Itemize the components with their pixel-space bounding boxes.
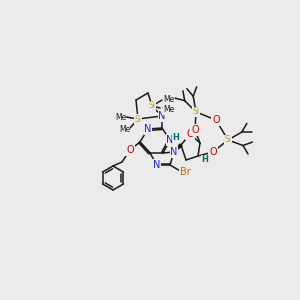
Text: O: O [186,129,194,139]
Text: H: H [172,133,179,142]
Text: N: N [144,124,152,134]
Text: N: N [166,135,174,145]
Text: H: H [202,155,208,164]
Text: N: N [153,160,161,170]
Text: Me: Me [119,124,130,134]
Text: Br: Br [180,167,190,177]
Text: H: H [202,155,208,164]
Text: O: O [191,125,199,135]
Text: ─: ─ [162,104,166,110]
Text: Me: Me [163,94,174,103]
Text: ─: ─ [164,97,168,103]
Text: Br: Br [180,167,190,177]
Text: N: N [170,147,178,157]
Text: Si: Si [134,115,142,124]
Text: Si: Si [193,107,200,116]
Text: Si: Si [148,101,155,110]
Text: N: N [153,160,161,170]
Text: Si: Si [193,107,200,116]
Text: O: O [191,125,199,135]
Text: Si: Si [224,136,232,145]
Text: O: O [126,145,134,155]
Text: Me: Me [163,106,174,115]
Text: O: O [212,115,220,125]
Text: N: N [166,135,174,145]
Text: N: N [158,111,166,121]
Text: N: N [158,111,166,121]
Polygon shape [174,144,182,152]
Text: H: H [172,133,179,142]
Text: O: O [209,147,217,157]
Text: Si: Si [224,136,232,145]
Text: Si: Si [148,101,155,110]
Text: O: O [126,145,134,155]
Text: O: O [186,129,194,139]
Text: O: O [212,115,220,125]
Text: Si: Si [134,115,142,124]
Text: N: N [170,147,178,157]
Text: Me: Me [115,113,126,122]
Text: N: N [144,124,152,134]
Text: O: O [209,147,217,157]
